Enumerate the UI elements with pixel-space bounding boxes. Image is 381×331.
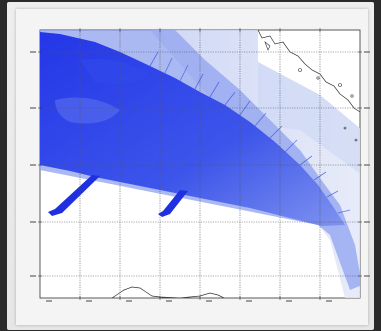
coastline-north (257, 30, 360, 113)
tick-label-marks (30, 51, 370, 302)
coverage-pale-strip (258, 62, 360, 174)
coverage-inner-patch-2 (80, 59, 150, 84)
coverage-leg-right (158, 190, 188, 217)
frame-ticks (38, 28, 362, 300)
coastline-islands (264, 41, 358, 142)
coverage-inner-patch (55, 97, 120, 124)
coastline-south (111, 286, 225, 298)
coverage-edge-streaks (149, 51, 351, 214)
graticule (40, 30, 360, 298)
coverage-leg-left (48, 175, 100, 216)
